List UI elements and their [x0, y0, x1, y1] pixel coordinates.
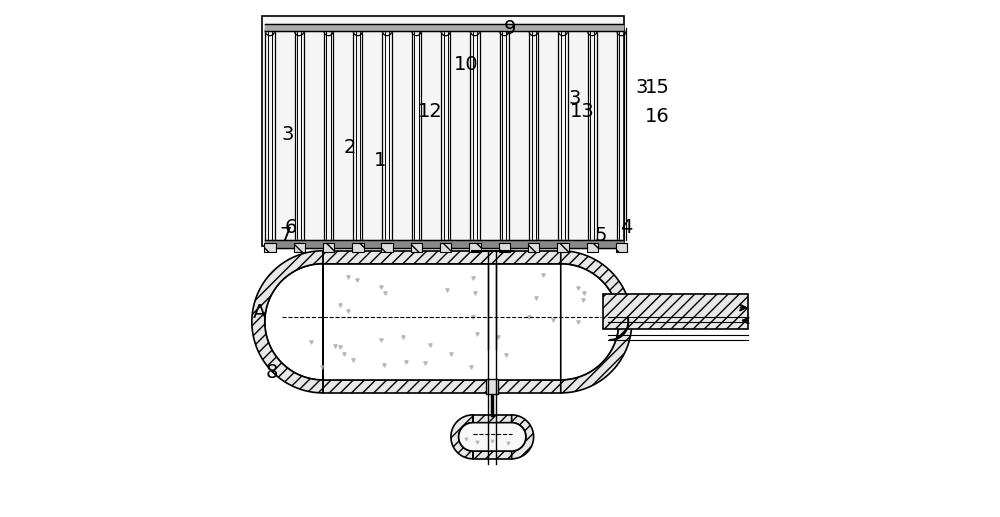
Text: 4: 4: [620, 218, 633, 237]
Polygon shape: [323, 243, 334, 252]
Polygon shape: [323, 264, 561, 380]
Polygon shape: [603, 294, 748, 329]
Polygon shape: [616, 243, 627, 252]
Polygon shape: [587, 243, 598, 252]
Polygon shape: [451, 415, 473, 459]
Text: 12: 12: [418, 102, 443, 120]
Text: 3: 3: [636, 79, 648, 97]
Text: 15: 15: [645, 79, 670, 97]
Polygon shape: [323, 251, 561, 264]
Polygon shape: [512, 415, 534, 459]
Polygon shape: [264, 243, 276, 252]
Polygon shape: [411, 243, 422, 252]
Text: 7: 7: [279, 226, 292, 245]
Polygon shape: [459, 423, 526, 451]
Polygon shape: [265, 264, 323, 380]
Text: 5: 5: [595, 226, 607, 245]
Polygon shape: [561, 251, 632, 393]
Text: 3: 3: [569, 89, 581, 108]
Polygon shape: [561, 264, 619, 380]
Text: 1: 1: [374, 151, 386, 170]
Polygon shape: [323, 380, 561, 393]
Polygon shape: [262, 16, 624, 246]
Polygon shape: [473, 415, 512, 423]
Polygon shape: [252, 251, 323, 393]
Text: 6: 6: [284, 218, 297, 237]
Polygon shape: [440, 243, 451, 252]
Text: 16: 16: [645, 107, 670, 126]
Text: 8: 8: [265, 363, 278, 382]
Text: 2: 2: [344, 138, 356, 157]
Polygon shape: [381, 243, 393, 252]
Text: 9: 9: [504, 19, 517, 38]
Polygon shape: [486, 378, 498, 394]
Polygon shape: [473, 451, 512, 459]
Text: 10: 10: [454, 55, 479, 74]
Text: A: A: [253, 303, 266, 322]
Polygon shape: [499, 243, 510, 252]
Polygon shape: [557, 243, 569, 252]
Polygon shape: [294, 243, 305, 252]
Text: 13: 13: [570, 102, 595, 120]
Polygon shape: [469, 243, 481, 252]
Polygon shape: [352, 243, 364, 252]
Text: 3: 3: [282, 125, 294, 144]
Polygon shape: [528, 243, 539, 252]
